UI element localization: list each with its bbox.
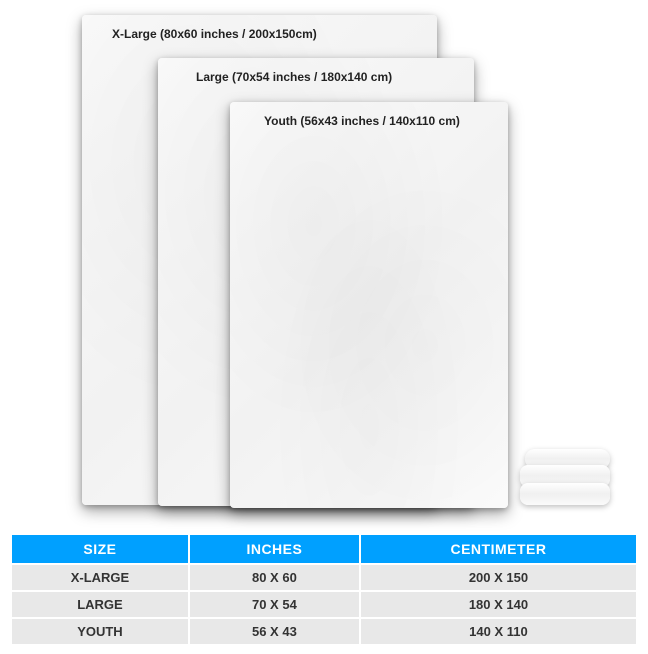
inches-cell: 80 X 60: [190, 565, 359, 590]
table-row: YOUTH 56 X 43 140 X 110: [12, 619, 636, 644]
blanket-illustration-area: X-Large (80x60 inches / 200x150cm) Large…: [0, 0, 648, 540]
folded-blanket-stack: [520, 453, 610, 505]
centimeter-header: CENTIMETER: [361, 535, 636, 563]
size-table-header-row: SIZE INCHES CENTIMETER: [12, 535, 636, 563]
blanket-youth: Youth (56x43 inches / 140x110 cm): [230, 102, 508, 508]
cm-cell: 200 X 150: [361, 565, 636, 590]
cm-cell: 180 X 140: [361, 592, 636, 617]
blanket-xlarge-label: X-Large (80x60 inches / 200x150cm): [112, 27, 317, 41]
blanket-youth-label: Youth (56x43 inches / 140x110 cm): [264, 114, 460, 128]
size-cell: LARGE: [12, 592, 188, 617]
inches-cell: 70 X 54: [190, 592, 359, 617]
size-cell: YOUTH: [12, 619, 188, 644]
blanket-large-label: Large (70x54 inches / 180x140 cm): [196, 70, 392, 84]
size-table: SIZE INCHES CENTIMETER X-LARGE 80 X 60 2…: [10, 533, 638, 646]
folded-blanket: [520, 483, 610, 505]
inches-cell: 56 X 43: [190, 619, 359, 644]
inches-header: INCHES: [190, 535, 359, 563]
size-header: SIZE: [12, 535, 188, 563]
table-row: LARGE 70 X 54 180 X 140: [12, 592, 636, 617]
table-row: X-LARGE 80 X 60 200 X 150: [12, 565, 636, 590]
size-cell: X-LARGE: [12, 565, 188, 590]
cm-cell: 140 X 110: [361, 619, 636, 644]
